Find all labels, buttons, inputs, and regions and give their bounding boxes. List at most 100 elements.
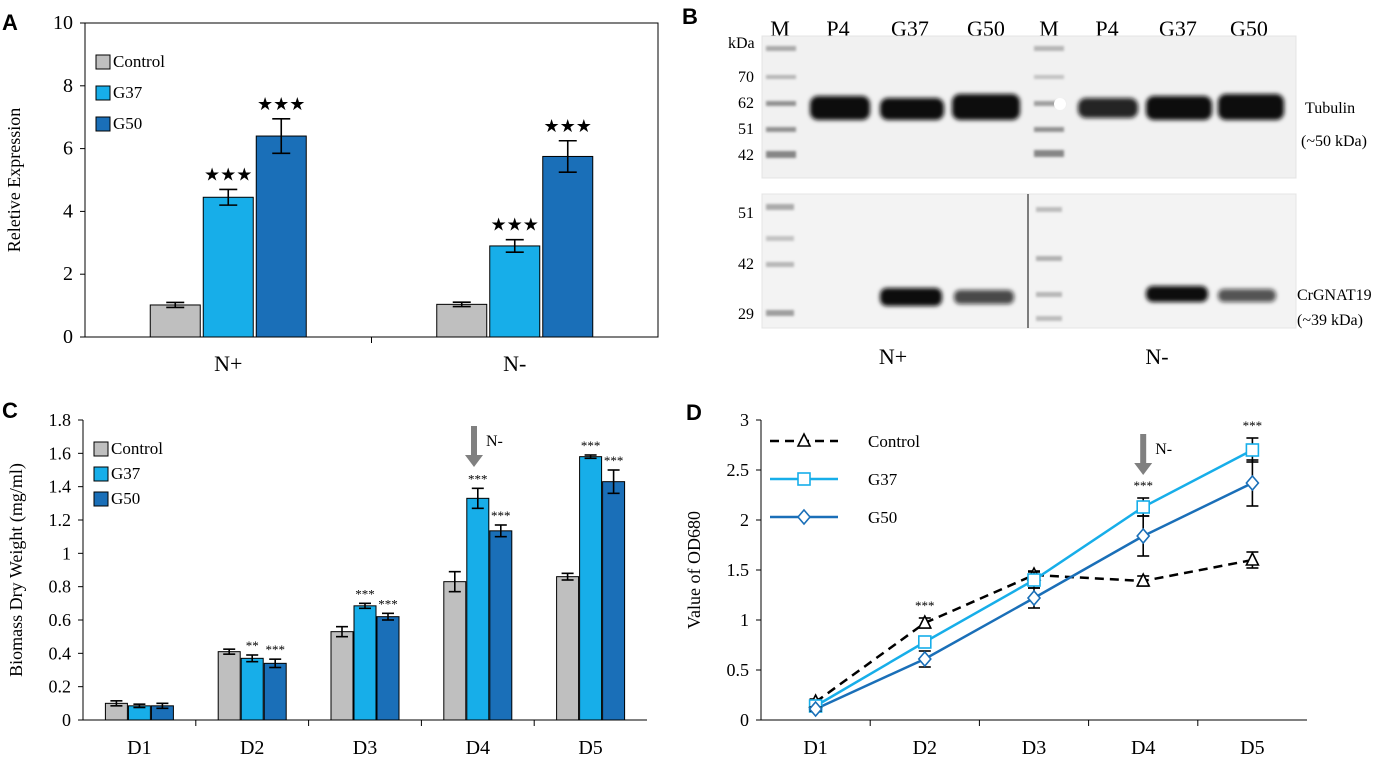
blot-artifact bbox=[1054, 98, 1066, 110]
marker-ladder-top-left bbox=[766, 46, 796, 158]
x-category-label: N+ bbox=[214, 351, 242, 376]
marker-ladder-bottom-right bbox=[1036, 207, 1062, 321]
y-tick-label: 0.6 bbox=[49, 610, 72, 630]
membrane-bottom bbox=[762, 194, 1296, 328]
y-tick-label: 10 bbox=[53, 12, 73, 34]
y-axis-label: Value of OD680 bbox=[684, 511, 704, 629]
legend-label: Control bbox=[868, 432, 920, 451]
x-category-label: D4 bbox=[466, 737, 490, 758]
legend-label: G37 bbox=[868, 470, 898, 489]
legend-swatch bbox=[93, 466, 109, 482]
x-category-label: D1 bbox=[127, 737, 151, 758]
y-tick-label: 1.6 bbox=[49, 443, 72, 463]
significance-mark: ★★★ bbox=[257, 94, 305, 114]
bar bbox=[556, 576, 580, 721]
legend-marker bbox=[796, 508, 812, 526]
data-point bbox=[1245, 443, 1260, 457]
bar bbox=[466, 497, 490, 721]
y-tick-label: 1 bbox=[62, 543, 71, 563]
legend-swatch bbox=[95, 85, 111, 101]
bar bbox=[240, 657, 264, 721]
bar bbox=[602, 481, 626, 721]
lane-label: P4 bbox=[1095, 16, 1118, 41]
arrow-head bbox=[465, 455, 483, 467]
data-point bbox=[1136, 527, 1151, 545]
legend-label: G50 bbox=[111, 489, 140, 508]
marker-value: 29 bbox=[738, 306, 754, 323]
x-category-label: D2 bbox=[240, 737, 264, 758]
arrow-annotation: N- bbox=[1155, 441, 1172, 458]
y-tick-label: 0.8 bbox=[49, 577, 72, 597]
kda-label: kDa bbox=[728, 35, 755, 52]
y-tick-label: 2 bbox=[740, 510, 749, 530]
y-tick-label: 4 bbox=[63, 200, 73, 222]
x-category-label: D1 bbox=[803, 737, 827, 758]
significance-mark: *** bbox=[468, 471, 488, 486]
y-tick-label: 0.4 bbox=[49, 643, 72, 663]
marker-value: 70 bbox=[738, 69, 754, 86]
data-point bbox=[1245, 474, 1260, 492]
marker-value: 62 bbox=[738, 95, 754, 112]
bar bbox=[202, 196, 254, 338]
arrow-annotation: N- bbox=[486, 433, 503, 450]
significance-mark: *** bbox=[265, 642, 285, 657]
significance-mark: *** bbox=[491, 508, 511, 523]
y-tick-label: 2 bbox=[63, 263, 73, 285]
crgnat19-bands bbox=[880, 286, 1276, 306]
data-point bbox=[808, 700, 823, 718]
data-point bbox=[1026, 589, 1042, 607]
lane-label: P4 bbox=[826, 16, 849, 41]
legend-swatch bbox=[93, 491, 109, 507]
y-tick-label: 3 bbox=[740, 410, 749, 430]
y-tick-label: 1 bbox=[740, 610, 749, 630]
marker-ladder-bottom-left bbox=[766, 204, 794, 316]
y-tick-label: 1.4 bbox=[49, 477, 72, 497]
y-axis-label: Reletive Expression bbox=[4, 108, 24, 252]
marker-value: 51 bbox=[738, 121, 754, 138]
y-axis-label: Biomass Dry Weight (mg/ml) bbox=[6, 463, 27, 677]
x-category-label: D5 bbox=[1240, 737, 1264, 758]
y-tick-label: 0.2 bbox=[49, 677, 72, 697]
significance-mark: ** bbox=[246, 638, 259, 653]
data-point bbox=[917, 614, 933, 629]
bar bbox=[255, 135, 307, 338]
data-point bbox=[1136, 500, 1150, 514]
significance-mark: *** bbox=[915, 598, 935, 613]
protein-label-crgnat19: CrGNAT19 bbox=[1297, 287, 1372, 304]
significance-mark: ★★★ bbox=[544, 116, 592, 136]
tubulin-bands bbox=[810, 94, 1284, 120]
legend-marker bbox=[797, 472, 811, 486]
significance-mark: ★★★ bbox=[204, 164, 252, 184]
legend-label: Control bbox=[113, 52, 165, 71]
x-category-label: D3 bbox=[1022, 737, 1046, 758]
protein-label-tubulin: Tubulin bbox=[1305, 100, 1355, 117]
data-point bbox=[1027, 573, 1041, 587]
panel-label-b: B bbox=[682, 4, 698, 29]
marker-value: 42 bbox=[738, 256, 754, 273]
significance-mark: *** bbox=[355, 586, 375, 601]
legend-label: Control bbox=[111, 439, 163, 458]
western-blot: M P4 G37 G50 M P4 G37 G50 bbox=[728, 16, 1372, 369]
bar bbox=[376, 616, 400, 721]
legend-swatch bbox=[95, 116, 111, 132]
x-category-label: D5 bbox=[578, 737, 602, 758]
legend-label: G37 bbox=[111, 464, 141, 483]
panel-label-d: D bbox=[686, 400, 702, 425]
bar bbox=[443, 581, 467, 721]
significance-mark: *** bbox=[581, 438, 601, 453]
marker-ladder-top-right bbox=[1034, 46, 1064, 157]
x-category-label: N- bbox=[503, 351, 526, 376]
data-point bbox=[1245, 551, 1260, 566]
group-label: N- bbox=[1145, 344, 1168, 369]
bar bbox=[542, 155, 594, 338]
lane-label: M bbox=[1039, 16, 1059, 41]
y-tick-label: 0 bbox=[63, 326, 73, 348]
chart-c-biomass: 0 0.2 0.4 0.6 0.8 1 1.2 1.4 1.6 1.8 Biomass Dry We… bbox=[6, 410, 647, 758]
x-category-label: D3 bbox=[353, 737, 377, 758]
bar bbox=[489, 530, 513, 721]
arrow-shaft bbox=[471, 426, 477, 457]
legend-marker bbox=[796, 432, 812, 447]
protein-size-tubulin: (~50 kDa) bbox=[1301, 133, 1367, 150]
marker-value: 51 bbox=[738, 205, 754, 222]
